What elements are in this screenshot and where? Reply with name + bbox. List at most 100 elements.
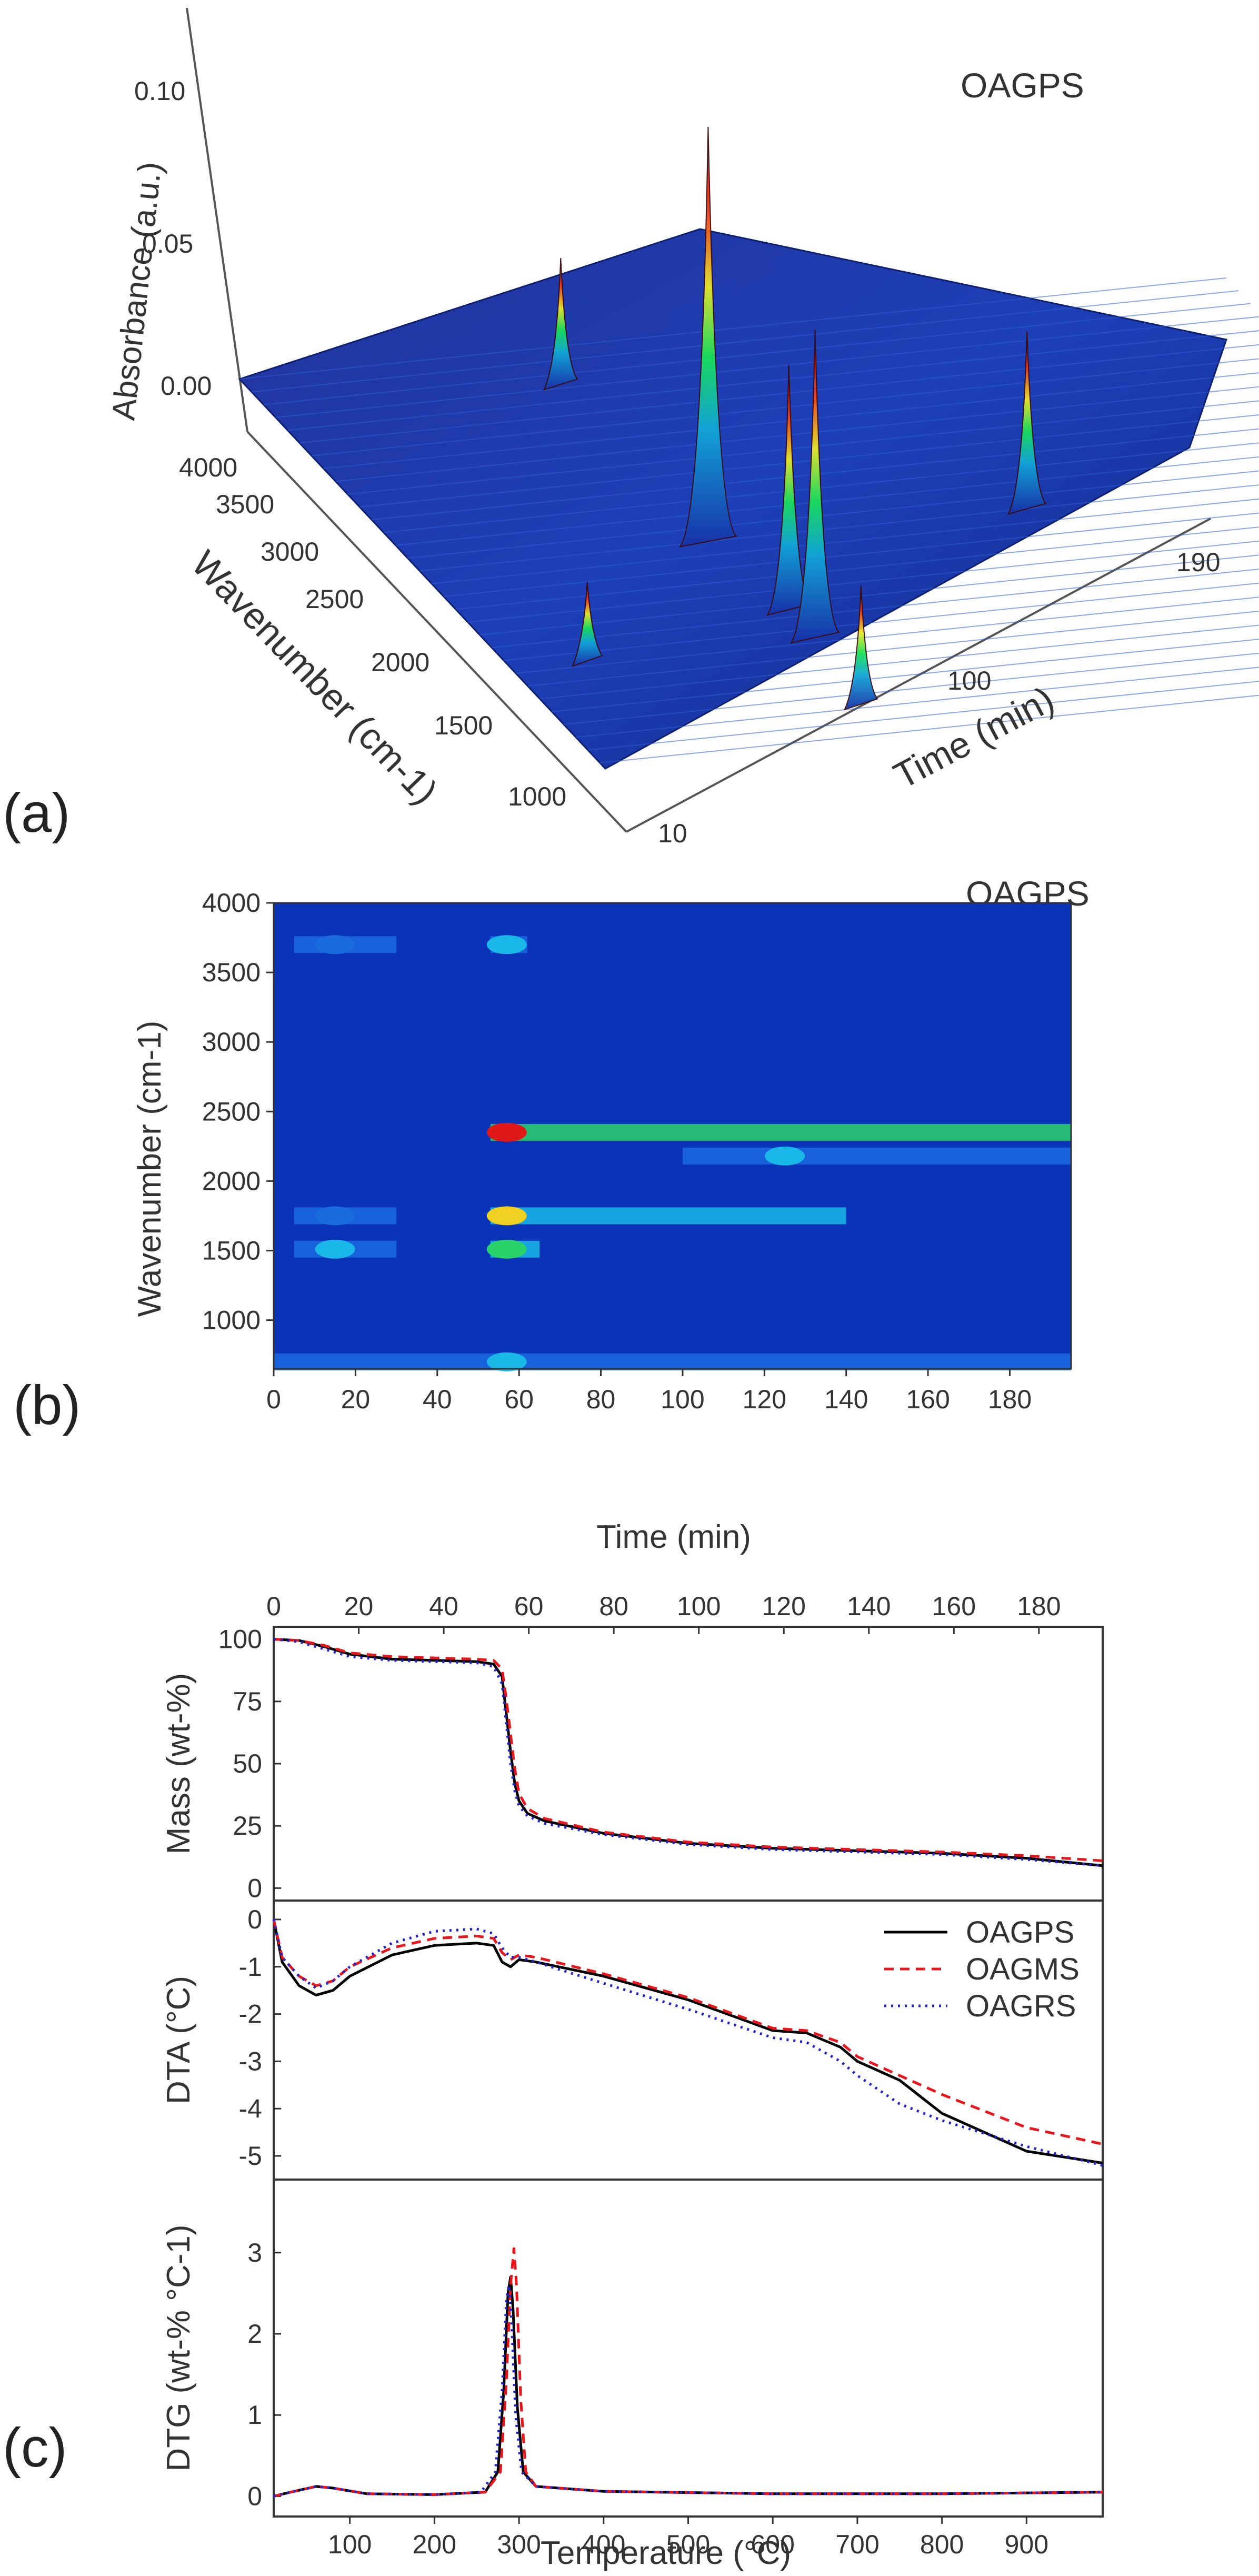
z-tick-labels: 0.10 0.05 0.00	[134, 76, 212, 401]
floor-line	[564, 652, 1259, 725]
y-tick-label: 3000	[202, 1027, 261, 1057]
legend: OAGPS OAGMS OAGRS	[884, 1915, 1080, 2023]
absorbance-peak	[790, 329, 840, 644]
x-tick-label: 140	[824, 1385, 868, 1414]
z-tick-label: 0.00	[161, 371, 212, 401]
floor-line	[503, 582, 1259, 661]
x-axis-label: Temperature (°C)	[541, 2535, 791, 2571]
x-axis-label: Time (min)	[596, 1519, 751, 1555]
heatmap-frame	[273, 902, 1072, 1370]
heatmap-band	[490, 1123, 1071, 1141]
y-tick-label: 50	[233, 1749, 262, 1778]
floor-line	[539, 624, 1259, 700]
absorbance-peak	[678, 126, 738, 548]
wavenumber-tick-label: 2500	[305, 584, 364, 614]
heatmap-plot	[273, 902, 1072, 1371]
x-tick-label: 100	[328, 2530, 372, 2559]
floor-line	[275, 316, 1259, 418]
top-tick-label: 60	[514, 1592, 544, 1621]
panel-c: 0 20 40 60 80 100 120 140 160 180 100 200 300 400 500 6…	[0, 1574, 1259, 2573]
panel-a: 0.10 0.05 0.00 Absorbance (a.u.) 4000 35…	[0, 0, 1259, 853]
y-tick-label: 4000	[202, 888, 261, 918]
panel-label: (b)	[13, 1375, 81, 1436]
time-tick-label: 190	[1176, 548, 1220, 577]
top-tick-label: 120	[762, 1592, 806, 1621]
x-tick-labels: 0 20 40 60 80 100 120 140 160 180	[266, 1369, 1032, 1414]
floor-line	[552, 639, 1259, 712]
floor-line	[515, 596, 1259, 674]
heatmap-hotspot	[486, 1122, 527, 1142]
series-line-oagps	[273, 2275, 1103, 2498]
y-tick-label: 75	[233, 1687, 262, 1716]
y-tick-labels: 4000 3500 3000 2500 2000 1500 1000	[202, 888, 274, 1335]
heatmap-hotspot	[486, 935, 527, 954]
sample-annotation: OAGPS	[961, 66, 1084, 105]
floor-line	[443, 512, 1259, 598]
z-axis-label: Absorbance (a.u.)	[105, 160, 168, 422]
top-tick-label: 40	[429, 1592, 458, 1621]
series-line-oagrs	[273, 2284, 1103, 2498]
time-tick-label: 100	[947, 666, 991, 695]
absorbance-peak	[843, 585, 878, 711]
y-tick-label: 1500	[202, 1236, 261, 1265]
surface-floor-lines	[239, 277, 1259, 763]
heatmap-band	[490, 1207, 846, 1225]
legend-label: OAGPS	[966, 1915, 1074, 1950]
heatmap-hotspot	[486, 1352, 527, 1371]
x-tick-label: 20	[341, 1385, 371, 1414]
x-tick-label: 60	[504, 1385, 534, 1414]
x-tick-label: 160	[906, 1385, 950, 1414]
x-tick-label: 180	[988, 1385, 1032, 1414]
heatmap-hotspot	[486, 1206, 527, 1226]
wavenumber-tick-label: 1000	[508, 782, 566, 811]
floor-line	[575, 667, 1259, 738]
time-axis-line	[626, 518, 1211, 833]
top-tick-label: 180	[1017, 1592, 1061, 1621]
x-tick-label: 0	[266, 1385, 281, 1414]
y-tick-label: 100	[218, 1625, 262, 1654]
floor-line	[419, 484, 1259, 572]
x-tick-label: 800	[920, 2530, 964, 2559]
floor-line	[432, 498, 1259, 584]
x-tick-label: 700	[835, 2530, 879, 2559]
floor-line	[395, 456, 1259, 546]
z-tick-label: 0.10	[134, 76, 185, 106]
floor-line	[359, 414, 1259, 508]
y-axis-label: Wavenumber (cm-1)	[132, 1021, 168, 1317]
absorbance-peak	[766, 364, 812, 616]
y-tick-label: 3500	[202, 958, 261, 987]
top-tick-label: 100	[677, 1592, 721, 1621]
z-axis-line	[186, 7, 248, 432]
heatmap-hotspot	[315, 935, 355, 954]
y-tick-label: 0	[247, 1905, 262, 1934]
wavenumber-tick-label: 3000	[261, 537, 319, 566]
heatmap-band	[274, 1353, 1071, 1370]
floor-line	[335, 386, 1259, 482]
y-tick-label: 3	[247, 2238, 262, 2267]
x-tick-label: 40	[423, 1385, 452, 1414]
series-line-oagps	[272, 1919, 1103, 2165]
wavenumber-tick-labels: 4000 3500 3000 2500 2000 1500 1000	[179, 453, 566, 811]
top-tick-label: 0	[266, 1592, 281, 1621]
series-line-oagms	[272, 1919, 1103, 2146]
wavenumber-tick-label: 2000	[371, 648, 429, 677]
x-tick-label: 80	[586, 1385, 616, 1414]
y-tick-label: 25	[233, 1811, 262, 1841]
floor-line	[287, 330, 1259, 431]
floor-line	[311, 358, 1259, 456]
series-line-oagms	[273, 1638, 1103, 1862]
surface-floor	[238, 228, 1227, 770]
y-tick-label: 2	[247, 2319, 262, 2349]
floor-line	[263, 303, 1251, 405]
x-tick-label: 600	[751, 2530, 794, 2559]
heatmap-hotspot	[486, 1239, 527, 1259]
floor-line	[479, 554, 1259, 635]
heatmap-hotspot	[315, 1206, 355, 1226]
y-axis-label: DTG (wt-% °C-1)	[161, 2224, 197, 2471]
x-tick-label: 500	[666, 2530, 710, 2559]
y-tick-label: -5	[239, 2141, 262, 2171]
floor-line	[371, 428, 1259, 521]
y-tick-label: 2000	[202, 1166, 261, 1196]
panel-label: (a)	[3, 782, 70, 844]
